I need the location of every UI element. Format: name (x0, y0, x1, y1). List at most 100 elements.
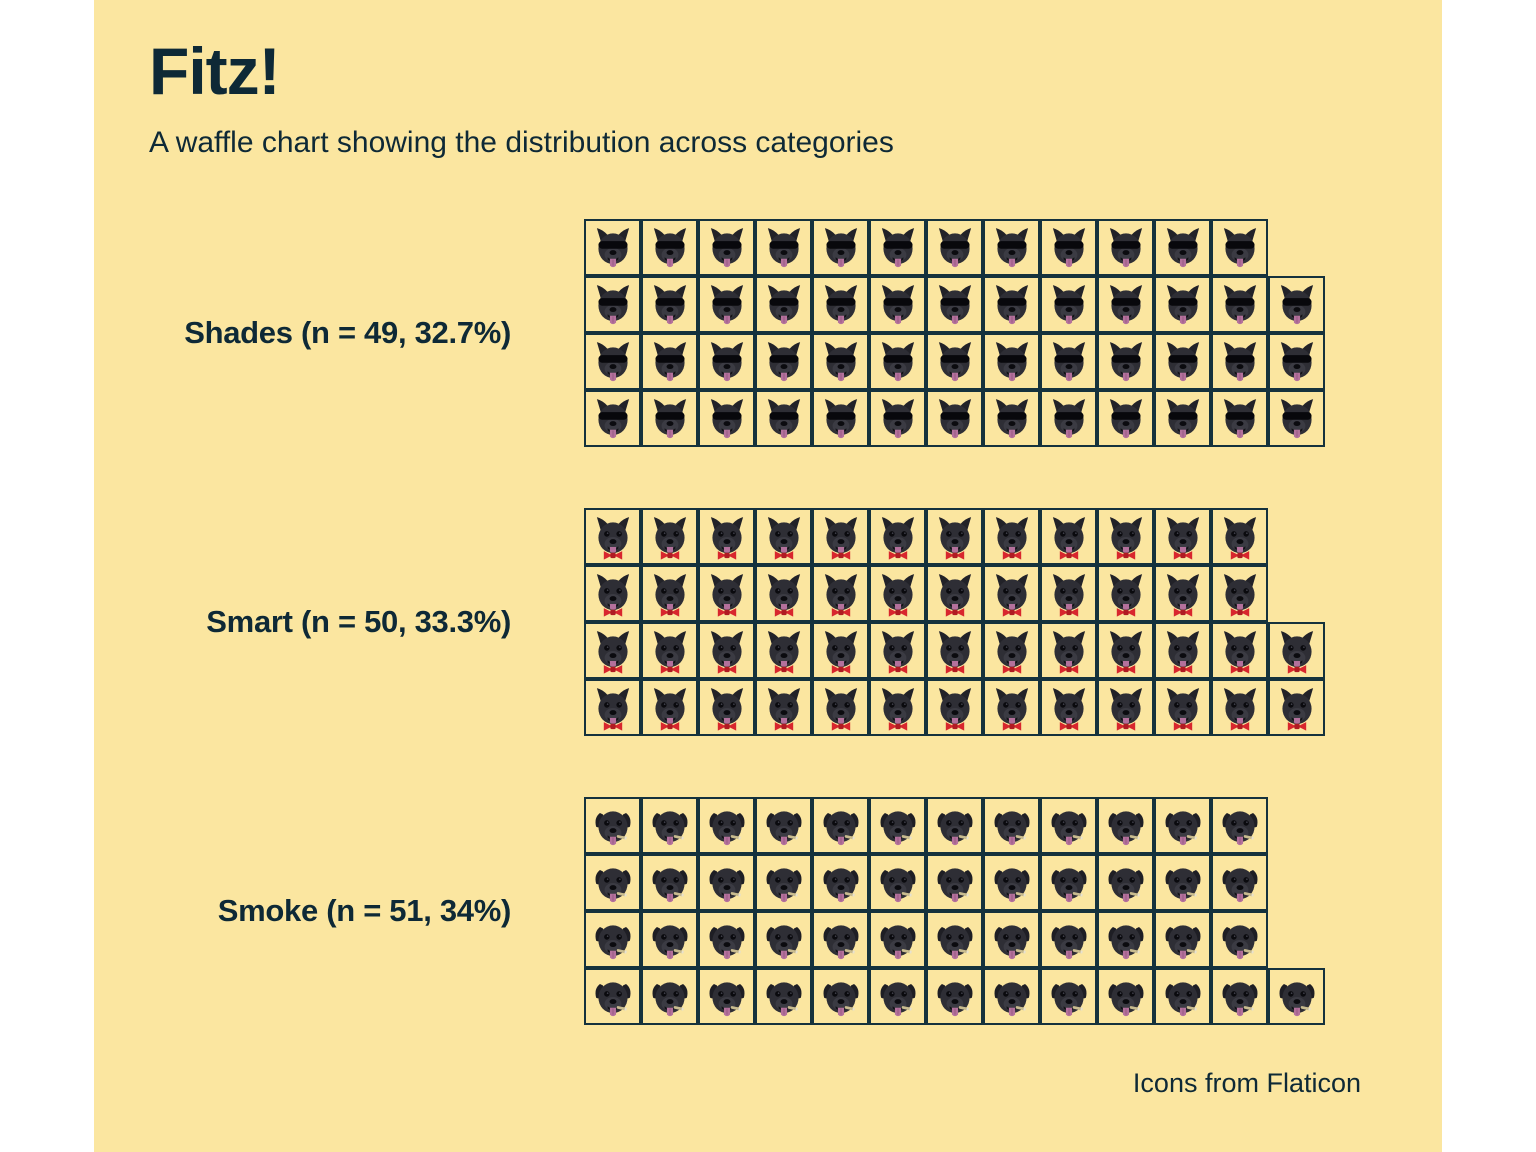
dog-cigarette-icon (823, 981, 858, 1016)
waffle-cell-dog-bowtie (1097, 679, 1154, 736)
dog-cigarette-icon (1222, 981, 1257, 1016)
dog-bowtie-icon (1223, 573, 1256, 617)
dog-bowtie-icon (995, 630, 1028, 674)
waffle-cell-dog-bowtie (926, 565, 983, 622)
dog-shades-icon (1052, 284, 1085, 324)
dog-bowtie-icon (881, 573, 914, 617)
dog-cigarette-icon (880, 981, 915, 1016)
dog-cigarette-icon (937, 867, 972, 902)
waffle-row (584, 622, 1325, 679)
waffle-cell-dog-bowtie (641, 679, 698, 736)
waffle-cell-dog-cigarette (1040, 968, 1097, 1025)
dog-shades-icon (710, 398, 743, 438)
dog-bowtie-icon (710, 516, 743, 560)
waffle-cell-dog-shades (1154, 390, 1211, 447)
dog-shades-icon (596, 227, 629, 267)
dog-cigarette-icon (1222, 810, 1257, 845)
waffle-cell-dog-cigarette (1211, 911, 1268, 968)
dog-shades-icon (653, 284, 686, 324)
waffle-cell-dog-cigarette (1097, 968, 1154, 1025)
waffle-cell-dog-shades (926, 276, 983, 333)
waffle-cell-dog-bowtie (584, 622, 641, 679)
waffle-cell-dog-shades (1211, 390, 1268, 447)
waffle-cell-dog-shades (983, 390, 1040, 447)
dog-cigarette-icon (823, 924, 858, 959)
dog-bowtie-icon (1166, 630, 1199, 674)
waffle-cell-dog-shades (1040, 219, 1097, 276)
dog-shades-icon (1109, 284, 1142, 324)
dog-cigarette-icon (595, 981, 630, 1016)
dog-bowtie-icon (1280, 687, 1313, 731)
dog-cigarette-icon (1108, 924, 1143, 959)
page-subtitle: A waffle chart showing the distribution … (149, 126, 894, 159)
waffle-cell-dog-cigarette (983, 797, 1040, 854)
waffle-cell-dog-cigarette (641, 911, 698, 968)
waffle-cell-dog-cigarette (1097, 854, 1154, 911)
dog-bowtie-icon (938, 516, 971, 560)
dog-shades-icon (1166, 284, 1199, 324)
waffle-cell-dog-bowtie (1154, 508, 1211, 565)
dog-cigarette-icon (1051, 981, 1086, 1016)
waffle-cell-dog-cigarette (812, 911, 869, 968)
waffle-cell-dog-bowtie (1211, 622, 1268, 679)
waffle-cell-dog-bowtie (1097, 622, 1154, 679)
dog-bowtie-icon (653, 630, 686, 674)
infographic-canvas: Fitz! A waffle chart showing the distrib… (94, 0, 1442, 1152)
waffle-cell-dog-cigarette (1097, 911, 1154, 968)
waffle-cell-dog-cigarette (1154, 968, 1211, 1025)
dog-shades-icon (653, 341, 686, 381)
waffle-cell-dog-bowtie (755, 565, 812, 622)
waffle-cell-dog-shades (1154, 333, 1211, 390)
dog-bowtie-icon (938, 573, 971, 617)
waffle-cell-dog-shades (584, 333, 641, 390)
waffle-cell-dog-bowtie (1268, 679, 1325, 736)
dog-cigarette-icon (595, 867, 630, 902)
dog-cigarette-icon (1222, 924, 1257, 959)
dog-bowtie-icon (1109, 630, 1142, 674)
waffle-cell-dog-bowtie (926, 508, 983, 565)
dog-bowtie-icon (767, 687, 800, 731)
dog-cigarette-icon (1051, 810, 1086, 845)
dog-cigarette-icon (1165, 924, 1200, 959)
dog-shades-icon (710, 284, 743, 324)
waffle-cell-dog-cigarette (926, 911, 983, 968)
dog-shades-icon (1223, 227, 1256, 267)
dog-shades-icon (1223, 284, 1256, 324)
waffle-cell-dog-cigarette (869, 854, 926, 911)
category-row-smart: Smart (n = 50, 33.3%) (94, 508, 1442, 736)
waffle-cell-dog-shades (755, 390, 812, 447)
waffle-cell-dog-shades (698, 219, 755, 276)
waffle-cell-dog-shades (641, 333, 698, 390)
dog-cigarette-icon (595, 924, 630, 959)
waffle-cell-dog-shades (1211, 219, 1268, 276)
dog-cigarette-icon (766, 981, 801, 1016)
waffle-cell-dog-shades (755, 333, 812, 390)
dog-bowtie-icon (1223, 630, 1256, 674)
dog-shades-icon (767, 341, 800, 381)
waffle-cell-dog-bowtie (812, 622, 869, 679)
waffle-cell-dog-cigarette (1154, 854, 1211, 911)
dog-bowtie-icon (596, 630, 629, 674)
waffle-cell-dog-bowtie (1154, 622, 1211, 679)
dog-cigarette-icon (880, 810, 915, 845)
dog-shades-icon (881, 227, 914, 267)
waffle-cell-dog-shades (1040, 276, 1097, 333)
waffle-cell-dog-cigarette (755, 911, 812, 968)
waffle-grid-shades (584, 219, 1325, 447)
waffle-cell-dog-shades (869, 219, 926, 276)
waffle-cell-dog-shades (755, 276, 812, 333)
dog-bowtie-icon (767, 516, 800, 560)
dog-bowtie-icon (995, 516, 1028, 560)
dog-cigarette-icon (994, 867, 1029, 902)
waffle-cell-dog-bowtie (983, 565, 1040, 622)
waffle-cell-dog-cigarette (1040, 854, 1097, 911)
dog-cigarette-icon (937, 981, 972, 1016)
waffle-cell-dog-shades (755, 219, 812, 276)
dog-cigarette-icon (823, 867, 858, 902)
waffle-cell-dog-cigarette (584, 854, 641, 911)
waffle-row (584, 333, 1325, 390)
waffle-cell-dog-cigarette (1211, 968, 1268, 1025)
dog-cigarette-icon (1165, 867, 1200, 902)
waffle-cell-dog-cigarette (812, 968, 869, 1025)
waffle-cell-dog-shades (983, 276, 1040, 333)
